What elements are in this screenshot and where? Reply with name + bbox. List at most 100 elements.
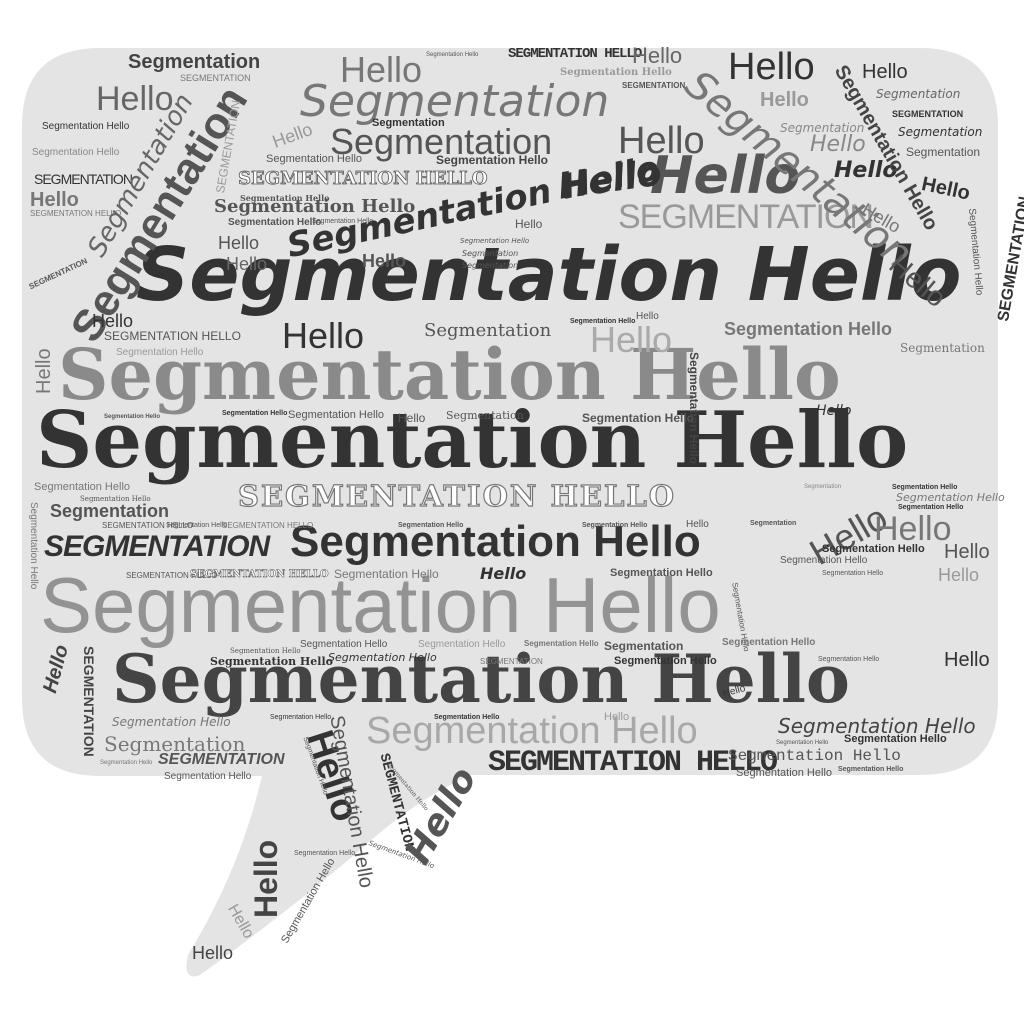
word-segmentation-hello: Segmentation Hello	[240, 193, 330, 203]
word-segmentation-hello: Segmentation Hello	[896, 491, 1005, 504]
word-segmentation-hello: Segmentation Hello	[898, 504, 964, 511]
word-segmentation-hello: Segmentation Hello	[166, 522, 228, 529]
word-segmentation: Segmentation	[462, 249, 519, 258]
word-segmentation-hello: Segmentation Hello	[736, 767, 833, 779]
word-segmentation-hello: Segmentation Hello	[582, 411, 695, 425]
word-segmentation-hello: Segmentation Hello	[892, 484, 958, 491]
word-hello: Hello	[480, 564, 527, 583]
word-hello: Hello	[218, 233, 260, 253]
word-segmentation-hello: Segmentation Hello	[560, 67, 672, 78]
word-segmentation-hello: Segmentation Hello	[40, 561, 721, 649]
word-segmentation-hello: Segmentation Hello	[270, 714, 332, 721]
word-segmentation-upper: SEGMENTATION	[81, 646, 97, 757]
word-segmentation: Segmentation	[446, 409, 524, 422]
word-hello: Hello	[618, 120, 705, 162]
word-segmentation-hello: Segmentation Hello	[524, 639, 599, 648]
speech-bubble-outline	[22, 48, 998, 977]
word-segmentation-hello: Segmentation Hello	[42, 121, 130, 132]
word-segmentation-hello: Segmentation Hello	[80, 495, 151, 503]
word-segmentation-hello: Segmentation Hello	[582, 522, 648, 529]
word-hello: Hello	[362, 251, 407, 271]
word-segmentation-hello: Segmentation Hello	[34, 481, 131, 493]
word-segmentation-hello: Segmentation Hello	[687, 352, 701, 465]
word-hello: Hello	[650, 146, 801, 206]
word-hello: Hello	[590, 319, 673, 360]
word-segmentation-hello-upper: SEGMENTATION HELLO	[508, 46, 642, 62]
word-segmentation-hello: Segmentation Hello	[334, 567, 439, 581]
word-segmentation-hello: Segmentation Hello	[822, 570, 884, 577]
word-segmentation-hello: Segmentation Hello	[28, 502, 39, 590]
word-segmentation: Segmentation	[750, 520, 797, 527]
word-segmentation-hello-upper: SEGMENTATION HELLO	[488, 746, 778, 780]
word-hello: Hello	[30, 189, 79, 211]
word-segmentation-hello: Segmentation Hello	[214, 196, 416, 217]
word-hello: Hello	[760, 89, 809, 111]
word-segmentation-upper: SEGMENTATION	[622, 81, 686, 90]
word-segmentation-hello: Segmentation Hello	[436, 153, 549, 167]
word-hello: Hello	[816, 403, 852, 419]
word-hello: Hello	[282, 315, 365, 356]
word-segmentation-upper: SEGMENTATION	[158, 751, 285, 768]
word-segmentation-hello: Segmentation Hello	[230, 647, 301, 655]
word-segmentation-hello: Segmentation Hello	[434, 714, 500, 721]
word-hello: Hello	[686, 519, 709, 530]
word-segmentation-hello: Segmentation Hello	[614, 655, 717, 667]
word-hello: Hello	[96, 80, 174, 118]
word-hello: Hello	[632, 43, 683, 68]
word-segmentation: Segmentation	[462, 261, 519, 270]
word-segmentation: Segmentation	[300, 76, 610, 127]
word-segmentation-hello: Segmentation Hello	[418, 639, 506, 650]
word-segmentation-hello-upper: SEGMENTATION HELLO	[237, 479, 676, 513]
word-hello: Hello	[944, 541, 990, 563]
word-segmentation-hello: Segmentation Hello	[722, 637, 816, 648]
word-segmentation-hello: Segmentation Hello	[724, 319, 893, 339]
word-segmentation-hello: Segmentation Hello	[288, 409, 385, 421]
word-segmentation-upper: SEGMENTATION	[180, 73, 251, 83]
word-hello: Hello	[92, 311, 134, 331]
word-hello: Hello	[944, 649, 990, 671]
word-segmentation-hello: Segmentation Hello	[570, 318, 636, 325]
word-segmentation-hello: Segmentation Hello	[112, 640, 850, 718]
word-segmentation: Segmentation	[330, 121, 553, 162]
word-segmentation-hello: Segmentation Hello	[104, 414, 161, 420]
word-segmentation-hello-upper: SEGMENTATION HELLO	[190, 569, 329, 580]
word-segmentation-hello: Segmentation Hello	[398, 522, 464, 529]
word-segmentation: Segmentation	[780, 121, 865, 135]
word-segmentation-hello: Segmentation Hello	[776, 740, 829, 746]
word-segmentation-hello: Segmentation Hello	[290, 517, 701, 566]
word-segmentation: Segmentation	[50, 501, 170, 521]
word-segmentation-hello: Segmentation Hello	[266, 153, 363, 165]
word-segmentation-upper: SEGMENTATION	[618, 198, 874, 236]
word-segmentation-hello: Segmentation Hello	[222, 410, 288, 417]
word-segmentation-hello: Segmentation Hello	[778, 714, 976, 738]
word-segmentation-hello: Segmentation Hello	[460, 237, 530, 245]
word-segmentation: Segmentation	[104, 732, 246, 756]
word-segmentation-hello-upper: SEGMENTATION HELLO	[238, 168, 488, 189]
word-hello: Hello	[515, 217, 543, 231]
word-segmentation-hello: Segmentation Hello	[210, 655, 333, 668]
word-segmentation-hello: Segmentation Hello	[366, 710, 698, 752]
word-segmentation-hello-upper: SEGMENTATION HELLO	[104, 329, 241, 343]
word-segmentation-hello: Segmentation Hello	[164, 771, 252, 782]
word-segmentation: Segmentation	[906, 145, 981, 159]
word-hello: Hello	[636, 311, 659, 322]
word-segmentation: Segmentation	[424, 320, 552, 341]
word-hello: Hello	[340, 49, 423, 90]
word-segmentation: Segmentation	[128, 51, 261, 73]
word-segmentation-hello-upper: SEGMENTATION HELLO	[102, 521, 194, 530]
word-hello: Hello	[938, 565, 980, 585]
word-hello: Hello	[192, 943, 234, 963]
word-segmentation-hello: Segmentation Hello	[426, 52, 479, 58]
word-segmentation: Segmentation	[372, 117, 445, 129]
word-segmentation-hello-upper: SEGMENTATION HELLO	[126, 571, 218, 580]
word-segmentation-hello-upper: SEGMENTATION HELLO	[222, 521, 314, 530]
word-hello: Hello	[226, 254, 268, 274]
word-hello: Hello	[33, 348, 55, 394]
word-segmentation-hello: Segmentation Hello	[300, 639, 388, 650]
word-segmentation: Segmentation	[900, 341, 985, 355]
word-hello: Hello	[248, 839, 284, 918]
word-segmentation-upper: SEGMENTATION	[34, 171, 133, 187]
word-segmentation-hello: Segmentation Hello	[610, 567, 713, 579]
word-segmentation-hello: Segmentation Hello	[328, 651, 437, 664]
